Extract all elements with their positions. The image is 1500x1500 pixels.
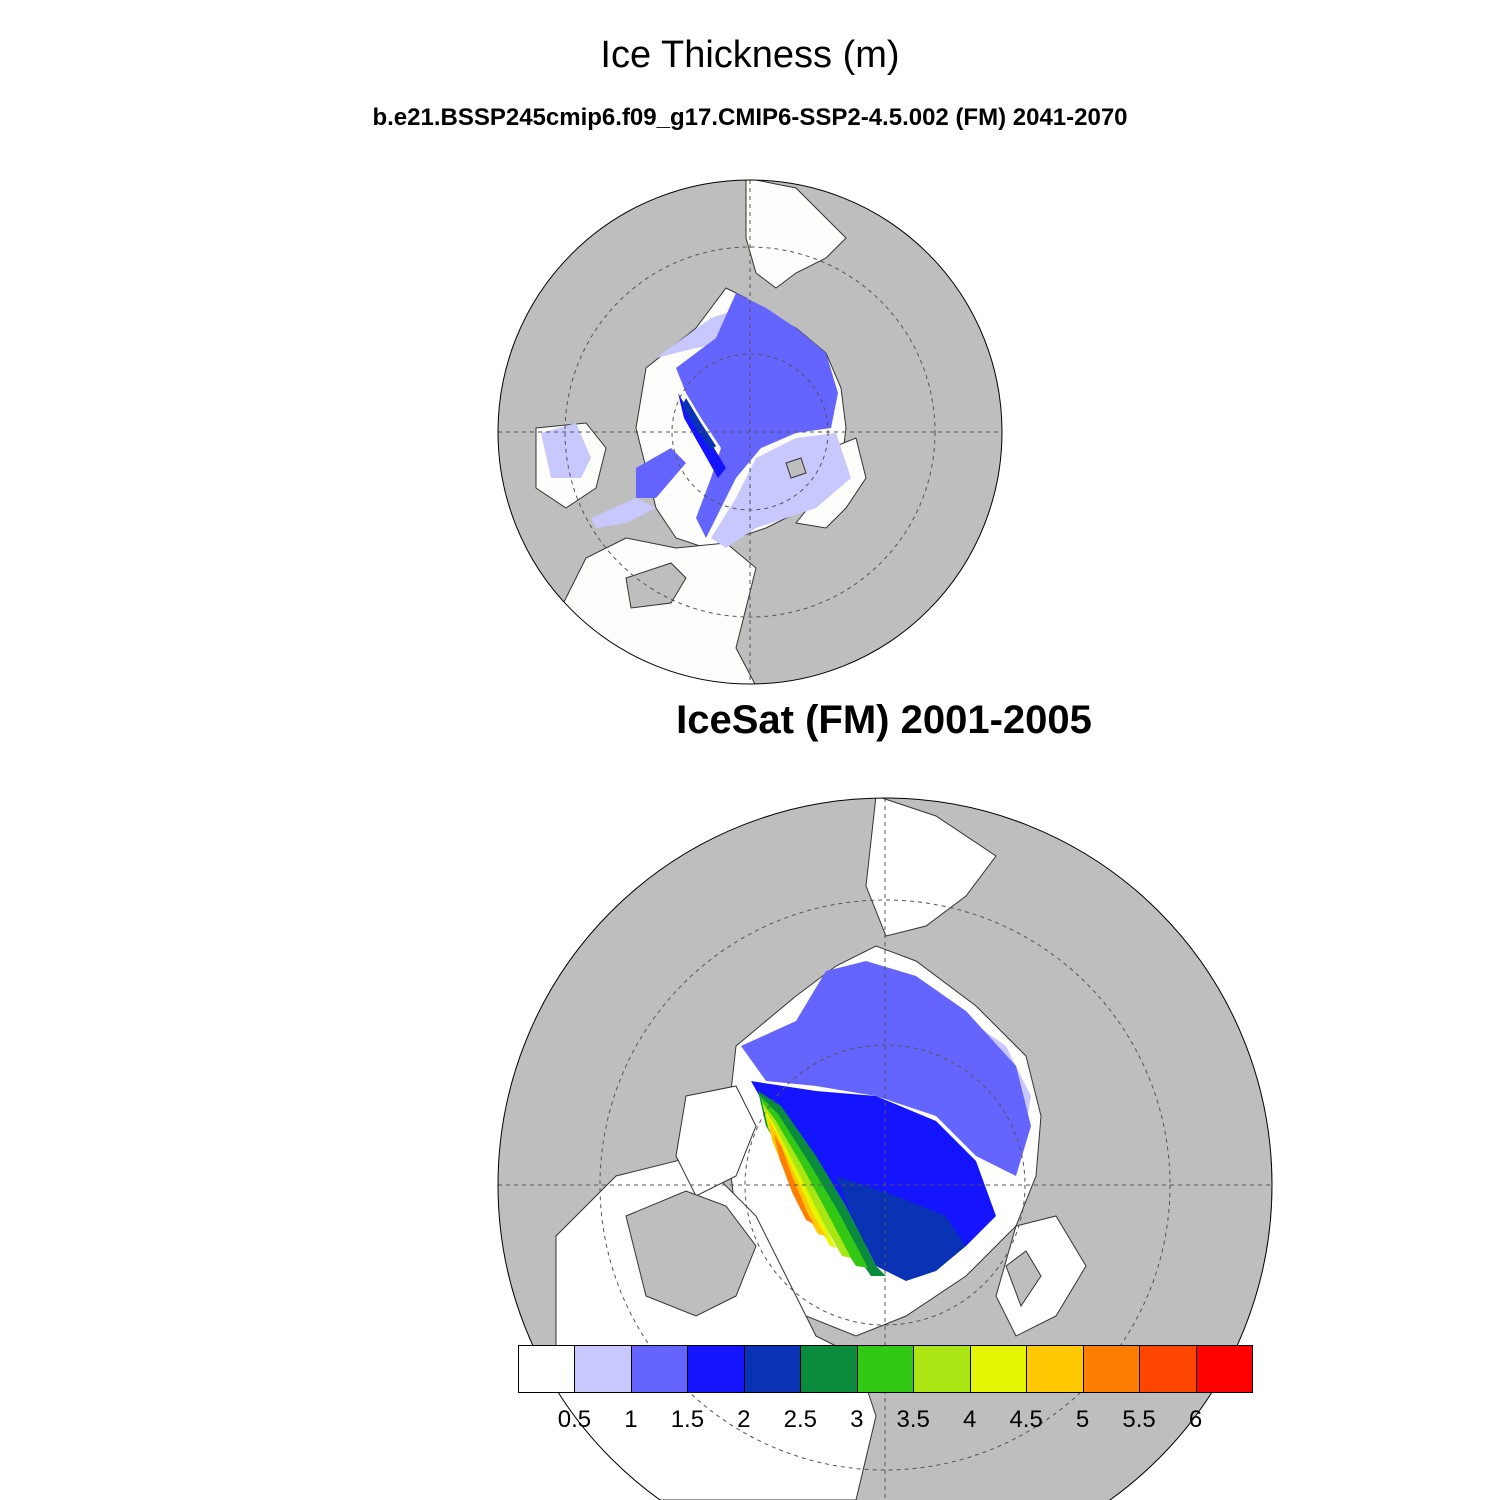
plot-title: Ice Thickness (m): [600, 34, 900, 76]
ice-class-2: [676, 293, 838, 538]
map-border: [497, 797, 1273, 1500]
ice-class-1-atlantic: [591, 498, 656, 528]
ice-class-1-east: [711, 433, 851, 548]
colorbar-box: [1082, 1345, 1141, 1393]
colorbar-tick-label: 1.5: [670, 1406, 705, 1433]
ice-class-7: [762, 1102, 851, 1258]
greenland: [625, 1190, 757, 1317]
model-subtitle: b.e21.BSSP245cmip6.f09_g17.CMIP6-SSP2-4.…: [372, 104, 1128, 131]
colorbar-tick-label: 1: [624, 1406, 638, 1433]
colorbar-box: [518, 1345, 576, 1393]
colorbar-tick-label: 3: [850, 1406, 864, 1433]
ice-class-9: [768, 1118, 826, 1236]
ice-class-10: [774, 1134, 814, 1224]
colorbar-box: [1026, 1345, 1084, 1393]
colorbar-tick-label: 0.5: [557, 1406, 592, 1433]
colorbar-box: [1139, 1345, 1197, 1393]
colorbar-box: [969, 1345, 1028, 1393]
svalbard: [785, 457, 807, 479]
pacific-ocean: [745, 180, 847, 289]
ice-class-2: [741, 961, 1031, 1176]
colorbar-tick-label: 4.5: [1009, 1406, 1043, 1433]
colorbar-tick-label: 5: [1075, 1406, 1090, 1433]
colorbar-box: [630, 1345, 689, 1393]
ice-class-1: [656, 308, 746, 358]
canadian-archipelago-water: [675, 1085, 757, 1197]
ice-class-8: [764, 1108, 836, 1248]
colorbar-box: [1195, 1345, 1253, 1393]
ice-class-2-canada: [636, 448, 686, 498]
colorbar-box: [800, 1345, 858, 1393]
map-border: [497, 179, 1003, 685]
lat-circle-60: [564, 246, 936, 618]
pacific-ocean: [865, 798, 997, 937]
icesat-ice-map: [497, 797, 1273, 1500]
colorbar-tick-label: 5.5: [1122, 1406, 1156, 1433]
ice-class-4: [836, 1176, 966, 1281]
model-ice-map: [497, 179, 1003, 685]
ice-class-6: [760, 1096, 868, 1268]
novaya-zemlya: [1005, 1250, 1042, 1308]
colorbar-tick-label: 6: [1188, 1406, 1203, 1433]
colorbar-tick-label: 4: [963, 1406, 977, 1433]
colorbar-tick-label: 2: [737, 1406, 751, 1433]
colorbar-box: [687, 1345, 745, 1393]
ice-class-4: [682, 398, 716, 450]
colorbar-box: [913, 1345, 971, 1393]
colorbar-tick-label: 3.5: [896, 1406, 930, 1433]
greenland-island: [625, 562, 687, 609]
obs-title: IceSat (FM) 2001-2005: [676, 698, 1092, 742]
colorbar-box: [856, 1345, 915, 1393]
colorbar-box: [574, 1345, 632, 1393]
colorbar-box: [743, 1345, 802, 1393]
colorbar: [518, 1345, 1253, 1393]
colorbar-tick-label: 2.5: [783, 1406, 817, 1433]
atlantic-ocean: [555, 537, 757, 684]
lat-circle-80: [744, 1044, 1026, 1326]
